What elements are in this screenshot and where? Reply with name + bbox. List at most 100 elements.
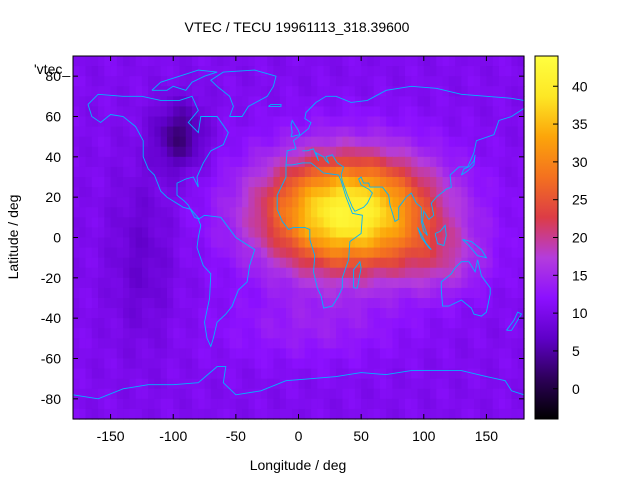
heatmap-cell (455, 408, 462, 420)
heatmap-cell (110, 96, 118, 108)
heatmap-cell (91, 287, 99, 299)
heatmap-cell (461, 408, 469, 420)
heatmap-cell (260, 217, 268, 229)
heatmap-cell (154, 156, 162, 168)
heatmap-cell (386, 156, 394, 168)
heatmap-cell (379, 56, 387, 67)
heatmap-cell (511, 187, 519, 198)
heatmap-cell (192, 217, 199, 229)
heatmap-cell (179, 318, 187, 329)
heatmap-cell (292, 126, 300, 138)
heatmap-cell (260, 257, 268, 269)
heatmap-cell (135, 237, 143, 249)
heatmap-cell (166, 227, 174, 239)
heatmap-cell (329, 287, 337, 299)
heatmap-cell (442, 217, 450, 229)
heatmap-cell (317, 267, 325, 279)
heatmap-cell (173, 56, 181, 67)
heatmap-cell (135, 227, 143, 239)
heatmap-cell (73, 96, 80, 108)
heatmap-cell (292, 197, 300, 208)
heatmap-cell (423, 116, 431, 128)
heatmap-cell (179, 136, 187, 148)
heatmap-cell (204, 328, 212, 339)
heatmap-cell (354, 116, 362, 128)
heatmap-cell (217, 398, 224, 410)
heatmap-cell (317, 247, 325, 259)
heatmap-cell (498, 177, 506, 188)
heatmap-cell (223, 318, 231, 329)
heatmap-cell (160, 328, 168, 339)
heatmap-cell (135, 106, 143, 118)
heatmap-cell (235, 328, 243, 339)
coastline (302, 108, 525, 236)
heatmap-cell (480, 76, 488, 87)
heatmap-cell (98, 86, 105, 97)
heatmap-cell (285, 378, 293, 390)
heatmap-cell (304, 116, 312, 128)
heatmap-cell (348, 237, 356, 249)
heatmap-cell (179, 116, 187, 128)
heatmap-cell (273, 277, 281, 289)
heatmap-cell (361, 318, 368, 329)
heatmap-cell (492, 408, 500, 420)
heatmap-cell (116, 328, 124, 339)
heatmap-cell (298, 56, 306, 67)
heatmap-cell (329, 56, 337, 67)
heatmap-cell (404, 207, 412, 218)
heatmap-cell (304, 156, 312, 168)
heatmap-cell (448, 207, 456, 218)
heatmap-cell (467, 237, 475, 249)
heatmap-cell (411, 106, 419, 118)
heatmap-cell (473, 348, 481, 360)
heatmap-cell (361, 328, 368, 339)
heatmap-cell (436, 267, 444, 279)
heatmap-cell (185, 86, 193, 97)
heatmap-cell (123, 227, 130, 239)
heatmap-cell (129, 408, 137, 420)
heatmap-cell (311, 247, 318, 259)
heatmap-cell (461, 96, 469, 108)
heatmap-cell (235, 338, 243, 350)
heatmap-cell (166, 368, 174, 380)
heatmap-cell (79, 156, 87, 168)
heatmap-cell (273, 257, 281, 269)
heatmap-cell (461, 207, 469, 218)
heatmap-cell (473, 207, 481, 218)
heatmap-cell (461, 247, 469, 259)
heatmap-cell (467, 126, 475, 138)
heatmap-cell (73, 126, 80, 138)
heatmap-cell (110, 177, 118, 188)
heatmap-cell (154, 106, 162, 118)
heatmap-cell (392, 106, 400, 118)
heatmap-cell (204, 166, 212, 178)
heatmap-cell (480, 408, 488, 420)
heatmap-cell (511, 116, 519, 128)
heatmap-cell (260, 308, 268, 319)
heatmap-cell (480, 207, 488, 218)
heatmap-cell (260, 86, 268, 97)
heatmap-cell (248, 338, 256, 350)
heatmap-cell (179, 56, 187, 67)
heatmap-cell (480, 318, 488, 329)
heatmap-cell (248, 126, 256, 138)
heatmap-cell (342, 277, 350, 289)
heatmap-cell (354, 318, 362, 329)
heatmap-cell (442, 197, 450, 208)
heatmap-cell (354, 408, 362, 420)
heatmap-cell (379, 388, 387, 400)
heatmap-cell (79, 56, 87, 67)
heatmap-cell (511, 66, 519, 77)
heatmap-cell (192, 398, 199, 410)
heatmap-cell (367, 146, 375, 158)
heatmap-cell (242, 156, 249, 168)
coastline (196, 214, 256, 348)
heatmap-cell (473, 217, 481, 229)
heatmap-cell (98, 368, 105, 380)
heatmap-cell (292, 177, 300, 188)
heatmap-cell (430, 166, 437, 178)
heatmap-cell (229, 257, 237, 269)
heatmap-cell (242, 56, 249, 67)
heatmap-cell (148, 156, 156, 168)
heatmap-cell (242, 328, 249, 339)
